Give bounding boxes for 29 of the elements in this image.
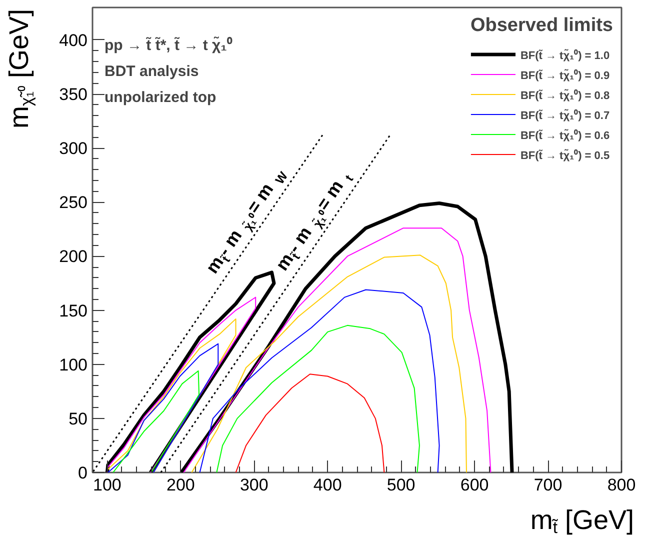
- legend-label: BF(t̃ → tχ̃₁⁰) = 0.6: [520, 128, 610, 143]
- x-tick-label: 700: [534, 476, 562, 494]
- y-tick-label: 350: [59, 85, 88, 104]
- legend-label: BF(t̃ → tχ̃₁⁰) = 0.9: [520, 68, 610, 83]
- y-tick-label: 150: [59, 301, 88, 320]
- legend-label: BF(t̃ → tχ̃₁⁰) = 0.7: [520, 108, 610, 123]
- annotation: pp → t̃ t̃*, t̃ → t χ̃₁⁰: [104, 36, 233, 54]
- x-tick-label: 500: [386, 476, 416, 494]
- x-tick-label: 300: [240, 476, 268, 494]
- y-tick-label: 200: [59, 247, 88, 266]
- y-tick-label: 300: [59, 139, 88, 158]
- legend-label: BF(t̃ → tχ̃₁⁰) = 0.8: [520, 88, 610, 103]
- line-series: [235, 374, 385, 472]
- y-tick-label: 0: [78, 464, 88, 482]
- y-tick-label: 50: [68, 409, 88, 428]
- x-tick-label: 800: [607, 476, 636, 494]
- y-tick-label: 250: [59, 193, 88, 212]
- x-axis-title: m$_{t̃}$ [GeV]: [530, 504, 634, 540]
- x-tick-label: 600: [460, 476, 489, 494]
- legend-label: BF(t̃ → tχ̃₁⁰) = 1.0: [520, 48, 610, 63]
- annotation: unpolarized top: [104, 89, 216, 106]
- x-tick-label: 400: [313, 476, 342, 494]
- x-tick-label: 100: [93, 476, 122, 494]
- legend-title: Observed limits: [470, 15, 613, 37]
- x-tick-label: 200: [166, 476, 195, 494]
- y-tick-label: 400: [59, 30, 88, 50]
- y-tick-label: 100: [59, 355, 88, 374]
- annotation: BDT analysis: [104, 63, 199, 80]
- legend-label: BF(t̃ → tχ̃₁⁰) = 0.5: [520, 148, 610, 163]
